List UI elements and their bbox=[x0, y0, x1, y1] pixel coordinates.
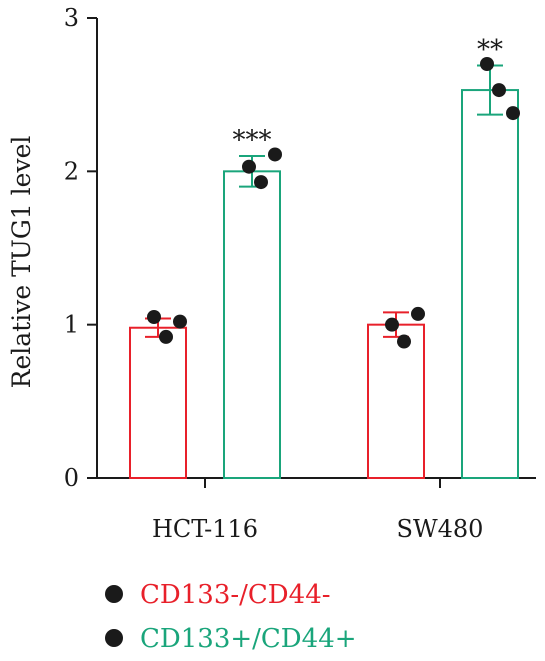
legend: CD133-/CD44- CD133+/CD44+ bbox=[105, 580, 357, 654]
data-point bbox=[268, 147, 282, 162]
data-point bbox=[242, 159, 256, 174]
bar bbox=[129, 326, 187, 479]
data-point bbox=[492, 83, 506, 98]
y-tick-label: 2 bbox=[64, 157, 79, 185]
data-point bbox=[159, 329, 173, 344]
y-tick-label: 3 bbox=[64, 4, 79, 32]
axes: 0 1 2 3 Relative TUG1 level HCT-116 SW480 bbox=[7, 4, 536, 543]
y-axis-label: Relative TUG1 level bbox=[7, 136, 36, 389]
legend-marker bbox=[105, 629, 123, 647]
data-point bbox=[397, 334, 411, 349]
data-point bbox=[254, 175, 268, 190]
bar bbox=[223, 170, 281, 479]
data-point bbox=[506, 106, 520, 121]
data-point bbox=[385, 317, 399, 332]
data-point bbox=[480, 57, 494, 71]
y-tick-label: 0 bbox=[64, 464, 79, 492]
legend-marker bbox=[105, 585, 123, 603]
data-point bbox=[173, 314, 187, 329]
bars: ***** bbox=[129, 35, 520, 479]
significance-label: ** bbox=[477, 35, 503, 65]
x-tick-label: HCT-116 bbox=[152, 515, 258, 543]
legend-label: CD133+/CD44+ bbox=[140, 624, 357, 654]
bar bbox=[461, 89, 519, 479]
data-point bbox=[147, 310, 161, 324]
significance-label: *** bbox=[233, 125, 272, 155]
x-tick-label: SW480 bbox=[397, 515, 484, 543]
y-tick-label: 1 bbox=[64, 311, 79, 339]
legend-label: CD133-/CD44- bbox=[140, 580, 331, 610]
bar bbox=[367, 323, 425, 479]
data-point bbox=[411, 306, 425, 321]
